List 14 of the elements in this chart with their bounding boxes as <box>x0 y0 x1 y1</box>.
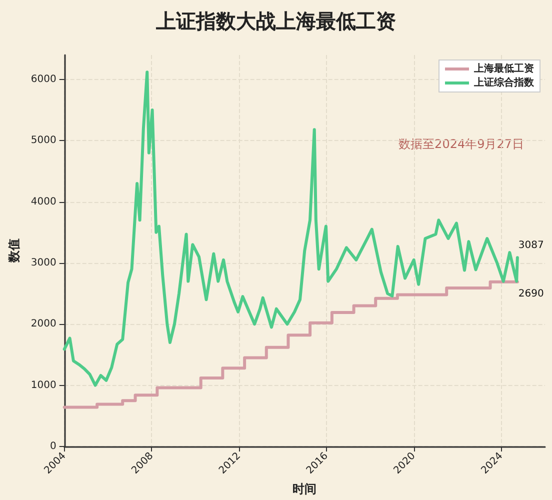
legend-label: 上证综合指数 <box>473 76 535 88</box>
y-tick-label: 0 <box>50 440 56 452</box>
y-tick-label: 4000 <box>30 196 56 208</box>
y-tick-label: 2000 <box>30 318 56 330</box>
x-axis-title: 时间 <box>292 482 317 496</box>
y-tick-label: 5000 <box>30 135 56 146</box>
y-axis-title: 数值 <box>7 238 21 264</box>
chart-title: 上证指数大战上海最低工资 <box>155 9 396 33</box>
y-tick-label: 1000 <box>30 380 56 391</box>
annotation: 2690 <box>518 288 544 300</box>
y-tick-label: 3000 <box>30 257 56 268</box>
y-tick-label: 6000 <box>30 74 56 85</box>
annotation: 3087 <box>518 240 544 252</box>
legend-label: 上海最低工资 <box>473 62 534 74</box>
